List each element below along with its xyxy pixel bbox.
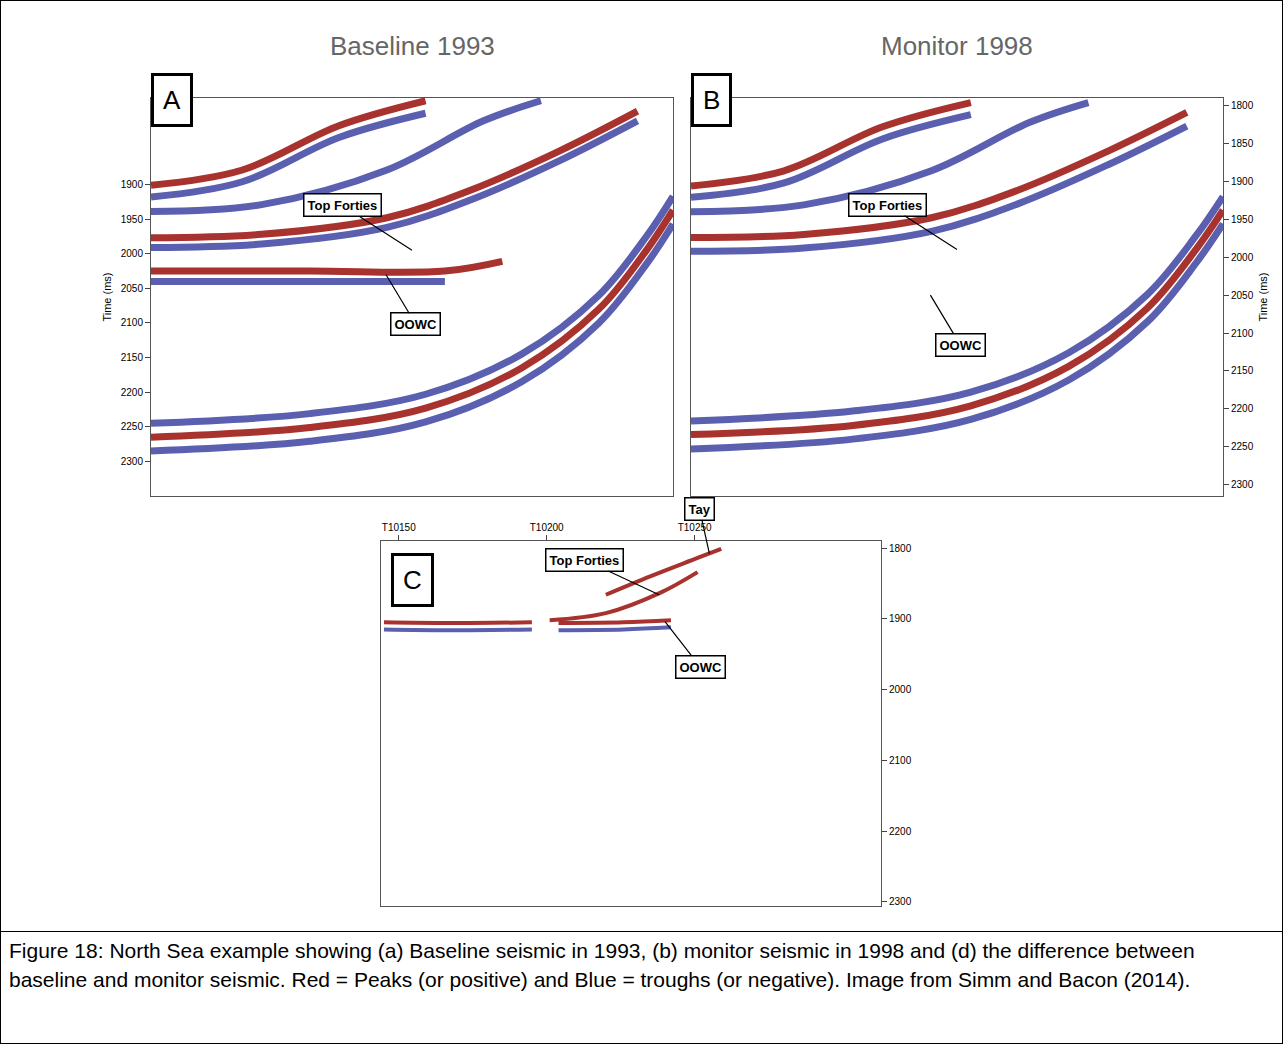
svg-text:1900: 1900 bbox=[889, 613, 912, 624]
svg-text:OOWC: OOWC bbox=[680, 660, 722, 675]
svg-text:2150: 2150 bbox=[1231, 365, 1254, 376]
svg-text:T10250: T10250 bbox=[678, 522, 712, 533]
svg-text:2000: 2000 bbox=[121, 248, 144, 259]
svg-text:Baseline 1993: Baseline 1993 bbox=[330, 31, 495, 61]
svg-text:Tay: Tay bbox=[689, 502, 711, 517]
svg-text:T10150: T10150 bbox=[382, 522, 416, 533]
svg-text:Time (ms): Time (ms) bbox=[1257, 272, 1269, 321]
html-text:Figure 18: North Sea example s: Figure 18: North Sea example showing (a)… bbox=[9, 939, 1195, 992]
svg-text:OOWC: OOWC bbox=[940, 338, 982, 353]
svg-text:1900: 1900 bbox=[1231, 176, 1254, 187]
svg-text:1900: 1900 bbox=[121, 179, 144, 190]
svg-text:2200: 2200 bbox=[1231, 403, 1254, 414]
svg-text:1950: 1950 bbox=[121, 214, 144, 225]
svg-text:2100: 2100 bbox=[889, 755, 912, 766]
svg-text:2000: 2000 bbox=[889, 684, 912, 695]
svg-text:Top Forties: Top Forties bbox=[550, 553, 620, 568]
svg-text:2300: 2300 bbox=[1231, 479, 1254, 490]
svg-text:2050: 2050 bbox=[1231, 290, 1254, 301]
svg-text:2250: 2250 bbox=[121, 421, 144, 432]
svg-text:2300: 2300 bbox=[121, 456, 144, 467]
svg-text:Top Forties: Top Forties bbox=[853, 198, 923, 213]
svg-text:1800: 1800 bbox=[1231, 100, 1254, 111]
svg-text:T10200: T10200 bbox=[530, 522, 564, 533]
svg-text:2050: 2050 bbox=[121, 283, 144, 294]
svg-text:2100: 2100 bbox=[121, 317, 144, 328]
svg-text:1800: 1800 bbox=[889, 543, 912, 554]
svg-text:C: C bbox=[403, 565, 422, 595]
svg-text:2150: 2150 bbox=[121, 352, 144, 363]
svg-text:2000: 2000 bbox=[1231, 252, 1254, 263]
svg-text:2200: 2200 bbox=[121, 387, 144, 398]
svg-text:2100: 2100 bbox=[1231, 328, 1254, 339]
svg-text:2250: 2250 bbox=[1231, 441, 1254, 452]
svg-text:OOWC: OOWC bbox=[395, 317, 437, 332]
svg-text:B: B bbox=[703, 85, 720, 115]
svg-text:Monitor 1998: Monitor 1998 bbox=[881, 31, 1033, 61]
svg-text:A: A bbox=[163, 85, 181, 115]
svg-text:2200: 2200 bbox=[889, 826, 912, 837]
svg-text:2300: 2300 bbox=[889, 896, 912, 907]
svg-text:Top Forties: Top Forties bbox=[308, 198, 378, 213]
svg-text:1850: 1850 bbox=[1231, 138, 1254, 149]
svg-text:1950: 1950 bbox=[1231, 214, 1254, 225]
svg-text:Time (ms): Time (ms) bbox=[101, 272, 113, 321]
